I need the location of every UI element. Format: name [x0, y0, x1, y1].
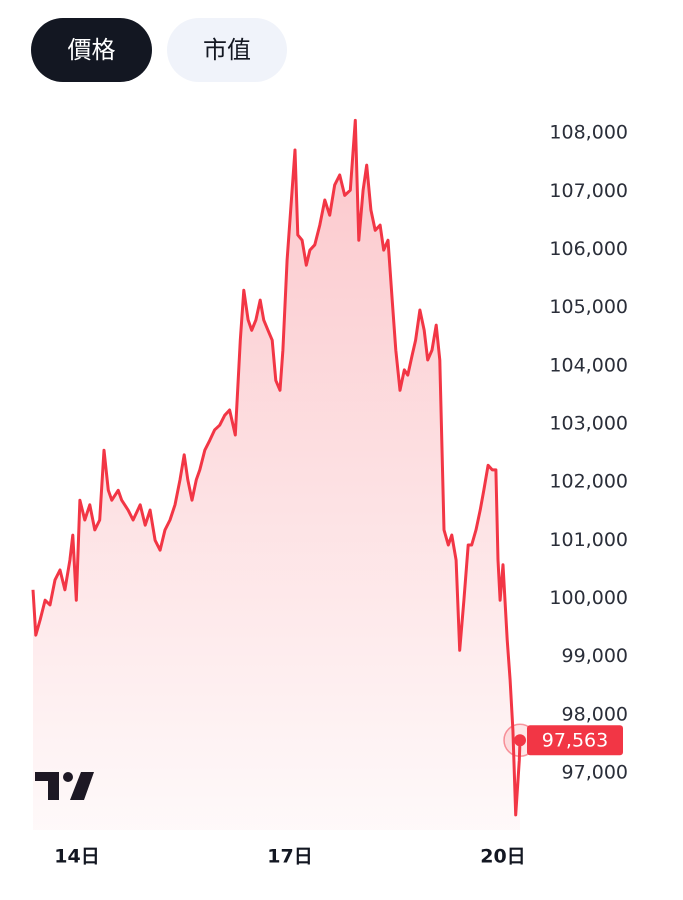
price-badge-label: 97,563: [542, 730, 608, 752]
plot: 97,000 98,000 99,000 100,000 101,000 102,000 1…: [31, 118, 628, 868]
y-tick-label: 106,000: [549, 238, 628, 260]
y-tick-label: 101,000: [549, 529, 628, 551]
y-tick-label: 98,000: [562, 703, 628, 725]
y-tick-label: 102,000: [549, 471, 628, 493]
y-tick-label: 99,000: [562, 645, 628, 667]
price-badge: [527, 725, 623, 756]
x-tick-label: 17日: [267, 846, 312, 868]
y-tick-label: 104,000: [549, 354, 628, 376]
last-price-dot: [514, 734, 526, 747]
tab-bar: 價格 市值: [31, 18, 287, 82]
x-tick-label: 20日: [480, 846, 525, 868]
tab-bg[interactable]: [31, 18, 152, 82]
y-tick-label: 97,000: [562, 761, 628, 783]
y-tick-label: 108,000: [549, 122, 628, 144]
y-tick-label: 107,000: [549, 180, 628, 202]
price-line: [31, 118, 522, 817]
y-tick-label: 103,000: [549, 412, 628, 434]
tab-bg[interactable]: [167, 18, 287, 82]
tab-label[interactable]: 市值: [203, 36, 251, 64]
area-fill: [33, 120, 520, 830]
y-tick-label: 105,000: [549, 296, 628, 318]
x-tick-label: 14日: [54, 846, 99, 868]
tab-label[interactable]: 價格: [68, 36, 116, 64]
y-tick-label: 100,000: [549, 587, 628, 609]
